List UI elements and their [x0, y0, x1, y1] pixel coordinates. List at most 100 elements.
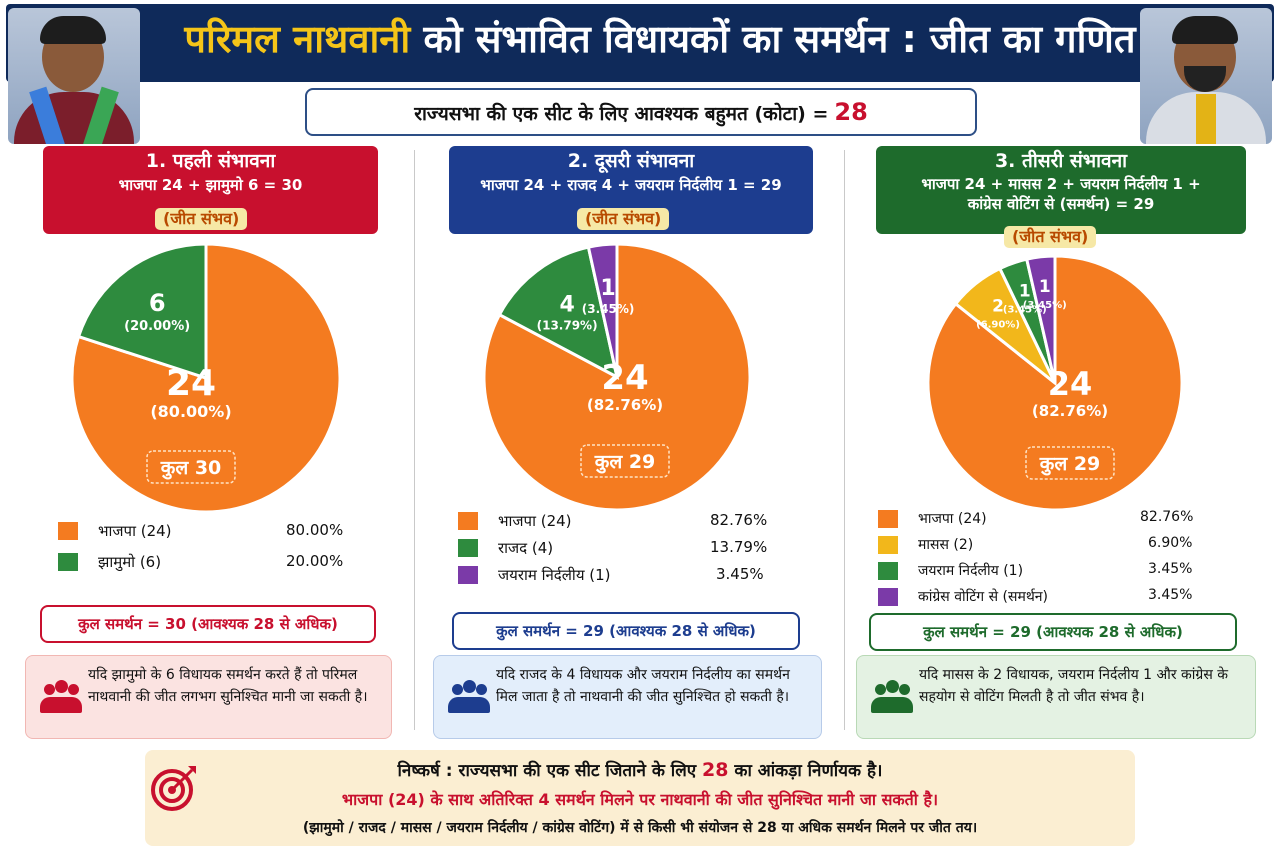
pie-total-label: कुल 30 [160, 457, 222, 480]
scenario-1-legend: भाजपा (24) 80.00% झामुमो (6) 20.00% [58, 519, 358, 581]
column-divider [414, 150, 415, 730]
pie-value-label: 6 [149, 289, 166, 317]
pie-value-label: 24 [601, 358, 648, 398]
scenario-2-title: 2. दूसरी संभावना [567, 150, 695, 172]
legend-percent: 20.00% [286, 552, 344, 570]
title-rest: को संभावित विधायकों का समर्थन : जीत का ग… [423, 17, 1136, 61]
pie-percent-label: (3.45%) [582, 302, 635, 316]
legend-swatch [458, 512, 478, 530]
pie-value-label: 24 [1048, 365, 1093, 403]
legend-swatch [878, 510, 898, 528]
pie-percent-label: (82.76%) [587, 396, 663, 414]
scenario-2-status-chip: (जीत संभव) [577, 208, 670, 230]
pie-value-label: 1 [600, 276, 615, 301]
legend-label: कांग्रेस वोटिंग से (समर्थन) [918, 589, 1049, 605]
pie-slice-1 [497, 245, 620, 380]
scenario-2-pie-chart: 24(82.76%) 4(13.79%) 1(3.45%) कुल 29 [482, 242, 752, 512]
pie-slice-0 [926, 254, 1184, 512]
conclusion-box: निष्कर्ष : राज्यसभा की एक सीट जिताने के … [145, 750, 1135, 846]
conclusion-line-1: निष्कर्ष : राज्यसभा की एक सीट जिताने के … [145, 758, 1135, 781]
legend-swatch [458, 539, 478, 557]
scenario-3-title: 3. तीसरी संभावना [994, 150, 1128, 172]
pie-value-label: 1 [1019, 282, 1031, 302]
legend-swatch [878, 536, 898, 554]
conclusion-line-3: (झामुमो / राजद / मासस / जयराम निर्दलीय /… [302, 820, 978, 836]
scenario-1-support-total: कुल समर्थन = 30 (आवश्यक 28 से अधिक) [40, 605, 376, 643]
legend-percent: 82.76% [710, 511, 768, 529]
pie-total-label: कुल 29 [594, 451, 656, 474]
legend-swatch [878, 562, 898, 580]
pie-value-label: 1 [1039, 277, 1051, 297]
scenario-3-legend: भाजपा (24) 82.76% मासस (2) 6.90% जयराम निर… [878, 507, 1208, 611]
pie-percent-label: (6.90%) [976, 320, 1020, 331]
scenario-1-pie-chart: 24(80.00%) 6 (20.00%) कुल 30 [70, 242, 342, 514]
pie-slice-3 [1024, 254, 1057, 384]
legend-percent: 6.90% [1148, 535, 1193, 551]
pie-percent-label: (82.76%) [1032, 402, 1108, 420]
legend-percent: 3.45% [716, 565, 764, 583]
pie-total-chip [1025, 446, 1115, 480]
scenario-2-note-text: यदि राजद के 4 विधायक और जयराम निर्दलीय क… [496, 667, 790, 705]
pie-percent-label: (3.45%) [1003, 305, 1047, 316]
legend-swatch [58, 522, 78, 540]
conclusion-line-1-a: निष्कर्ष : राज्यसभा की एक सीट जिताने के … [397, 761, 697, 781]
pie-percent-label: (3.45%) [1023, 300, 1067, 311]
scenario-1-formula: भाजपा 24 + झामुमो 6 = 30 [118, 176, 303, 194]
scenario-3-support-total: कुल समर्थन = 29 (आवश्यक 28 से अधिक) [869, 613, 1237, 651]
legend-label: भाजपा (24) [498, 512, 572, 530]
scenario-3-note-text: यदि मासस के 2 विधायक, जयराम निर्दलीय 1 औ… [919, 667, 1228, 705]
pie-percent-label: (13.79%) [537, 318, 598, 332]
legend-label: जयराम निर्दलीय (1) [498, 566, 611, 584]
scenario-2-note: यदि राजद के 4 विधायक और जयराम निर्दलीय क… [433, 655, 822, 739]
scenario-2-legend: भाजपा (24) 82.76% राजद (4) 13.79% जयराम नि… [458, 509, 788, 590]
legend-percent: 82.76% [1140, 509, 1194, 525]
pie-percent-label: (20.00%) [124, 319, 190, 334]
scenario-3-pie-chart: 24(82.76%)2(6.90%)1(3.45%)1(3.45%)कुल 29 [926, 254, 1184, 512]
legend-label: झामुमो (6) [98, 553, 162, 571]
header-banner [6, 4, 1274, 82]
pie-slice-2 [586, 242, 619, 378]
title-highlight: परिमल नाथवानी [184, 17, 411, 61]
conclusion-line-1-number: 28 [702, 759, 729, 781]
quota-value: 28 [834, 98, 868, 126]
legend-label: राजद (4) [498, 539, 554, 557]
scenario-2-formula: भाजपा 24 + राजद 4 + जयराम निर्दलीय 1 = 2… [480, 176, 782, 194]
legend-percent: 13.79% [710, 538, 768, 556]
right-portrait-image [1140, 8, 1272, 144]
legend-label: जयराम निर्दलीय (1) [918, 563, 1024, 579]
scenario-1-note-text: यदि झामुमो के 6 विधायक समर्थन करते हैं त… [88, 667, 368, 705]
scenario-3-note: यदि मासस के 2 विधायक, जयराम निर्दलीय 1 औ… [856, 655, 1256, 739]
legend-swatch [58, 553, 78, 571]
legend-percent: 3.45% [1148, 587, 1193, 603]
people-group-icon [40, 680, 82, 714]
legend-percent: 80.00% [286, 521, 344, 539]
legend-swatch [878, 588, 898, 606]
pie-value-label: 4 [559, 292, 574, 317]
scenario-2-support-total: कुल समर्थन = 29 (आवश्यक 28 से अधिक) [452, 612, 800, 650]
scenario-1-title: 1. पहली संभावना [145, 150, 276, 172]
pie-value-label: 24 [166, 363, 216, 404]
pie-slice-1 [76, 242, 208, 381]
left-portrait-image [8, 8, 140, 144]
legend-swatch [458, 566, 478, 584]
scenario-3-formula: भाजपा 24 + मासस 2 + जयराम निर्दलीय 1 + [921, 175, 1201, 193]
pie-total-chip [580, 444, 670, 478]
pie-total-chip [146, 450, 236, 484]
quota-box: राज्यसभा की एक सीट के लिए आवश्यक बहुमत (… [305, 88, 977, 136]
quota-label: राज्यसभा की एक सीट के लिए आवश्यक बहुमत (… [414, 103, 829, 125]
pie-value-label: 2 [992, 297, 1004, 317]
pie-percent-label: (80.00%) [150, 402, 231, 421]
legend-label: भाजपा (24) [98, 522, 172, 540]
legend-label: मासस (2) [918, 537, 974, 553]
scenario-3-header: 3. तीसरी संभावना भाजपा 24 + मासस 2 + जयर… [876, 146, 1246, 234]
people-group-icon [448, 680, 490, 714]
column-divider [844, 150, 845, 730]
people-group-icon [871, 680, 913, 714]
conclusion-line-2: भाजपा (24) के साथ अतिरिक्त 4 समर्थन मिलन… [341, 790, 939, 809]
target-icon [151, 766, 196, 811]
conclusion-line-1-b: का आंकड़ा निर्णायक है। [734, 761, 883, 781]
scenario-1-status-chip: (जीत संभव) [155, 208, 248, 230]
pie-total-label: कुल 29 [1039, 453, 1101, 476]
scenario-1-note: यदि झामुमो के 6 विधायक समर्थन करते हैं त… [25, 655, 392, 739]
page-title: परिमल नाथवानी को संभावित विधायकों का समर… [150, 8, 1170, 70]
